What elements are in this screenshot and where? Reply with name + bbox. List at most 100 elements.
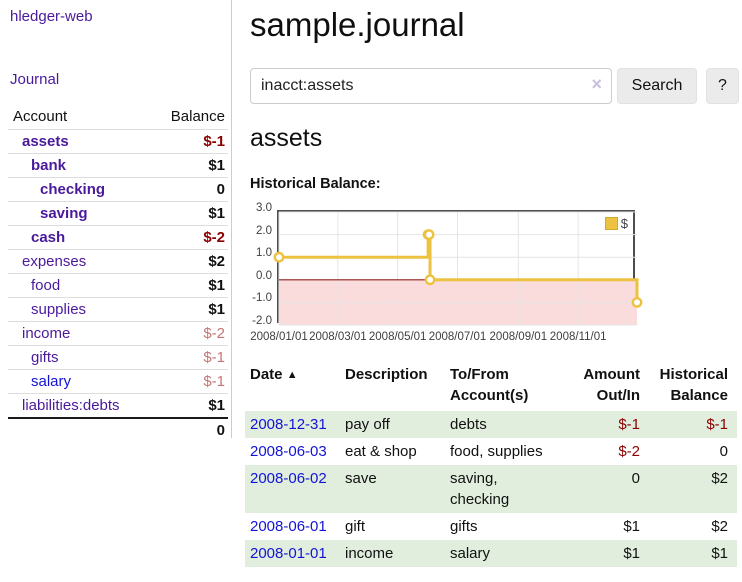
sidebar-item-journal[interactable]: Journal xyxy=(10,71,60,88)
register-row: 2008-06-03 eat & shop food, supplies $-2 0 xyxy=(245,438,737,465)
account-page-heading: assets xyxy=(250,124,323,152)
clear-search-icon[interactable]: × xyxy=(591,74,602,94)
x-tick-label: 2008/11/01 xyxy=(549,331,607,343)
register-amount-cell: 0 xyxy=(631,470,640,487)
historical-balance-chart: $ 3.0 2.0 1.0 0.0 -1.0 -2.0 2008/01/01 2008/03/… xyxy=(242,202,742,350)
account-name-cell: food xyxy=(8,273,150,298)
data-point-marker xyxy=(631,297,643,308)
account-balance: $-2 xyxy=(149,321,228,346)
register-amount-cell: $1 xyxy=(623,518,640,535)
search-button[interactable]: Search xyxy=(617,68,697,104)
register-row: 2008-06-02 save saving, checking 0 $2 xyxy=(245,465,737,513)
y-tick-label: -2.0 xyxy=(252,315,272,327)
account-row: cash $-2 xyxy=(8,225,228,250)
account-name-cell: liabilities:debts xyxy=(8,393,150,418)
register-header-amount: Amount Out/In xyxy=(583,366,640,404)
account-link-saving[interactable]: saving xyxy=(40,205,88,222)
x-tick-label: 2008/01/01 xyxy=(250,331,308,343)
register-description-cell: income xyxy=(345,545,394,562)
register-balance-cell: $1 xyxy=(711,545,728,562)
register-header-date[interactable]: Date ▲ xyxy=(250,366,298,383)
chart-plot: $ xyxy=(273,210,643,326)
transaction-date-link[interactable]: 2008-06-01 xyxy=(250,518,327,535)
register-date-cell: 2008-01-01 xyxy=(245,540,345,567)
account-name-cell: supplies xyxy=(8,297,150,322)
account-link-cash[interactable]: cash xyxy=(31,229,66,246)
account-balance: $-1 xyxy=(203,133,225,150)
y-tick-label: 2.0 xyxy=(256,224,272,237)
account-link-supplies[interactable]: supplies xyxy=(31,301,87,318)
account-name-cell: saving xyxy=(8,201,150,226)
accounts-total-row: 0 xyxy=(8,417,228,442)
register-accounts-cell: saving, checking xyxy=(450,470,510,508)
register-header-row: Date ▲ Description To/From Account(s) Am… xyxy=(245,362,737,411)
account-link-bank[interactable]: bank xyxy=(31,157,67,174)
search-form: × xyxy=(250,68,612,104)
register-date-cell: 2008-06-02 xyxy=(245,465,345,513)
account-name-cell: cash xyxy=(8,225,150,250)
transaction-date-link[interactable]: 2008-12-31 xyxy=(250,416,327,433)
app-brand-link[interactable]: hledger-web xyxy=(10,8,93,25)
register-date-cell: 2008-06-03 xyxy=(245,438,345,465)
account-row: food $1 xyxy=(8,273,228,298)
account-balance: $-1 xyxy=(149,345,228,370)
account-name-cell: gifts xyxy=(8,345,150,370)
account-link-income[interactable]: income xyxy=(22,325,71,342)
data-point-marker xyxy=(423,229,435,241)
y-tick-label: 1.0 xyxy=(256,247,272,260)
sidebar: hledger-web Journal Account Balance asse… xyxy=(0,0,232,442)
account-link-liabilities-debts[interactable]: liabilities:debts xyxy=(22,397,120,414)
register-amount-cell: $-1 xyxy=(618,416,640,433)
register-description-cell: save xyxy=(345,470,377,487)
accounts-table: Account Balance assets $-1 bank $1 checking 0… xyxy=(8,106,228,442)
y-tick-label: 3.0 xyxy=(256,202,272,214)
register-description-cell: gift xyxy=(345,518,366,535)
register-description-cell: pay off xyxy=(345,416,390,433)
account-name-cell: bank xyxy=(8,153,150,178)
account-balance: $1 xyxy=(149,153,228,178)
account-balance: $2 xyxy=(149,249,228,274)
account-link-salary[interactable]: salary xyxy=(31,373,72,390)
legend-swatch-icon xyxy=(604,217,618,230)
register-balance-cell: $-1 xyxy=(706,416,728,433)
register-table: Date ▲ Description To/From Account(s) Am… xyxy=(245,362,737,567)
chart-title: Historical Balance: xyxy=(250,176,381,192)
sort-asc-icon: ▲ xyxy=(286,369,298,381)
transaction-date-link[interactable]: 2008-06-03 xyxy=(250,443,327,460)
account-link-checking[interactable]: checking xyxy=(40,181,106,198)
account-balance: $-2 xyxy=(149,225,228,250)
accounts-table-header: Account Balance xyxy=(8,106,228,130)
x-tick-label: 2008/09/01 xyxy=(489,331,548,343)
register-balance-cell: $2 xyxy=(711,470,728,487)
register-date-cell: 2008-06-01 xyxy=(245,513,345,540)
register-description-cell: eat & shop xyxy=(345,443,417,460)
account-link-assets[interactable]: assets xyxy=(22,133,69,150)
register-accounts-cell: gifts xyxy=(450,518,478,535)
account-name-cell: assets xyxy=(8,130,149,154)
accounts-header-account: Account xyxy=(8,106,150,130)
accounts-header-balance: Balance xyxy=(149,106,228,130)
account-balance: $-1 xyxy=(149,369,228,394)
register-row: 2008-06-01 gift gifts $1 $2 xyxy=(245,513,737,540)
y-tick-label: -1.0 xyxy=(252,292,272,305)
search-input[interactable] xyxy=(250,68,612,104)
help-button[interactable]: ? xyxy=(706,68,739,104)
account-row: bank $1 xyxy=(8,153,228,178)
account-name-cell: checking xyxy=(8,177,150,202)
register-row: 2008-12-31 pay off debts $-1 $-1 xyxy=(245,411,737,438)
y-tick-label: 0.0 xyxy=(256,269,272,282)
transaction-date-link[interactable]: 2008-01-01 xyxy=(250,545,327,562)
register-header-accounts: To/From Account(s) xyxy=(450,366,529,404)
account-row: gifts $-1 xyxy=(8,345,228,370)
register-balance-cell: $2 xyxy=(711,518,728,535)
account-balance: $1 xyxy=(149,273,228,298)
account-balance: $1 xyxy=(149,201,228,226)
chart-legend: $ xyxy=(604,216,628,231)
account-link-expenses[interactable]: expenses xyxy=(22,253,87,270)
register-header-description: Description xyxy=(345,366,428,383)
account-link-gifts[interactable]: gifts xyxy=(31,349,59,366)
register-amount-cell: $1 xyxy=(623,545,640,562)
data-point-marker xyxy=(424,274,436,286)
transaction-date-link[interactable]: 2008-06-02 xyxy=(250,470,327,487)
account-link-food[interactable]: food xyxy=(31,277,61,294)
